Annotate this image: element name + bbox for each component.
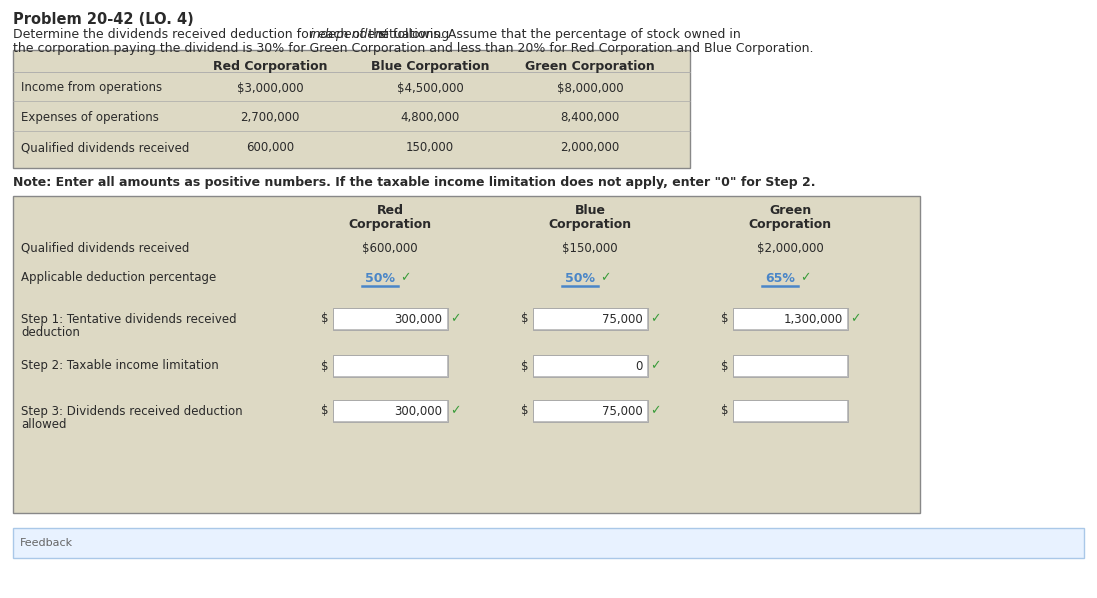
- FancyBboxPatch shape: [733, 308, 848, 330]
- Text: allowed: allowed: [21, 418, 67, 431]
- FancyBboxPatch shape: [332, 400, 448, 422]
- Text: Step 2: Taxable income limitation: Step 2: Taxable income limitation: [21, 359, 218, 373]
- Text: ✓: ✓: [651, 404, 661, 417]
- Text: 300,000: 300,000: [395, 404, 442, 417]
- Text: $: $: [321, 404, 328, 417]
- FancyBboxPatch shape: [533, 401, 646, 421]
- Text: Income from operations: Income from operations: [21, 81, 162, 94]
- Text: 150,000: 150,000: [406, 142, 454, 154]
- FancyBboxPatch shape: [332, 355, 448, 377]
- Text: independent: independent: [310, 28, 388, 41]
- FancyBboxPatch shape: [532, 355, 647, 377]
- FancyBboxPatch shape: [332, 308, 448, 330]
- Text: Note: Enter all amounts as positive numbers. If the taxable income limitation do: Note: Enter all amounts as positive numb…: [13, 176, 815, 189]
- Text: 1,300,000: 1,300,000: [783, 313, 842, 325]
- Text: $8,000,000: $8,000,000: [556, 81, 623, 94]
- Text: $: $: [721, 404, 728, 417]
- Text: Blue: Blue: [575, 204, 606, 217]
- FancyBboxPatch shape: [733, 355, 848, 377]
- Text: Green Corporation: Green Corporation: [525, 60, 655, 73]
- Text: 8,400,000: 8,400,000: [561, 111, 620, 124]
- FancyBboxPatch shape: [13, 528, 1084, 558]
- Text: Corporation: Corporation: [548, 218, 632, 231]
- Text: $150,000: $150,000: [562, 242, 618, 255]
- FancyBboxPatch shape: [532, 308, 647, 330]
- Text: ✓: ✓: [451, 404, 461, 417]
- Text: Problem 20-42 (LO. 4): Problem 20-42 (LO. 4): [13, 12, 194, 27]
- Text: Green: Green: [769, 204, 811, 217]
- FancyBboxPatch shape: [13, 50, 690, 168]
- FancyBboxPatch shape: [532, 400, 647, 422]
- Text: Corporation: Corporation: [748, 218, 832, 231]
- Text: 2,000,000: 2,000,000: [561, 142, 620, 154]
- Text: Red Corporation: Red Corporation: [213, 60, 327, 73]
- Text: 50%: 50%: [365, 271, 395, 285]
- FancyBboxPatch shape: [533, 356, 646, 376]
- Text: Corporation: Corporation: [349, 218, 431, 231]
- Text: $3,000,000: $3,000,000: [237, 81, 303, 94]
- Text: $: $: [521, 359, 529, 373]
- Text: ✓: ✓: [451, 313, 461, 325]
- Text: ✓: ✓: [850, 313, 861, 325]
- Text: 2,700,000: 2,700,000: [240, 111, 299, 124]
- Text: $4,500,000: $4,500,000: [397, 81, 463, 94]
- Text: $600,000: $600,000: [362, 242, 418, 255]
- FancyBboxPatch shape: [333, 401, 446, 421]
- Text: Applicable deduction percentage: Applicable deduction percentage: [21, 271, 216, 285]
- Text: 600,000: 600,000: [246, 142, 294, 154]
- Text: $: $: [321, 359, 328, 373]
- Text: $: $: [321, 313, 328, 325]
- Text: $: $: [521, 313, 529, 325]
- Text: Determine the dividends received deduction for each of the following: Determine the dividends received deducti…: [13, 28, 453, 41]
- Text: ✓: ✓: [651, 313, 661, 325]
- Text: $2,000,000: $2,000,000: [757, 242, 824, 255]
- Text: Step 1: Tentative dividends received: Step 1: Tentative dividends received: [21, 313, 237, 326]
- Text: 75,000: 75,000: [602, 404, 643, 417]
- Text: Feedback: Feedback: [20, 538, 73, 548]
- Text: 4,800,000: 4,800,000: [400, 111, 460, 124]
- Text: ✓: ✓: [651, 359, 661, 373]
- FancyBboxPatch shape: [13, 196, 920, 513]
- FancyBboxPatch shape: [734, 356, 847, 376]
- Text: Expenses of operations: Expenses of operations: [21, 111, 159, 124]
- FancyBboxPatch shape: [734, 309, 847, 329]
- Text: 75,000: 75,000: [602, 313, 643, 325]
- Text: situations. Assume that the percentage of stock owned in: situations. Assume that the percentage o…: [375, 28, 740, 41]
- Text: ✓: ✓: [400, 271, 410, 285]
- FancyBboxPatch shape: [333, 356, 446, 376]
- Text: deduction: deduction: [21, 326, 80, 339]
- Text: $: $: [521, 404, 529, 417]
- Text: the corporation paying the dividend is 30% for Green Corporation and less than 2: the corporation paying the dividend is 3…: [13, 42, 814, 55]
- Text: Blue Corporation: Blue Corporation: [371, 60, 489, 73]
- Text: ✓: ✓: [600, 271, 611, 285]
- Text: 0: 0: [635, 359, 643, 373]
- FancyBboxPatch shape: [733, 400, 848, 422]
- Text: Red: Red: [376, 204, 404, 217]
- Text: 300,000: 300,000: [395, 313, 442, 325]
- Text: Qualified dividends received: Qualified dividends received: [21, 142, 190, 154]
- FancyBboxPatch shape: [533, 309, 646, 329]
- FancyBboxPatch shape: [333, 309, 446, 329]
- Text: 50%: 50%: [565, 271, 595, 285]
- FancyBboxPatch shape: [734, 401, 847, 421]
- Text: ✓: ✓: [800, 271, 811, 285]
- Text: Qualified dividends received: Qualified dividends received: [21, 242, 190, 255]
- Text: 65%: 65%: [765, 271, 795, 285]
- Text: $: $: [721, 313, 728, 325]
- Text: $: $: [721, 359, 728, 373]
- Text: Step 3: Dividends received deduction: Step 3: Dividends received deduction: [21, 405, 242, 418]
